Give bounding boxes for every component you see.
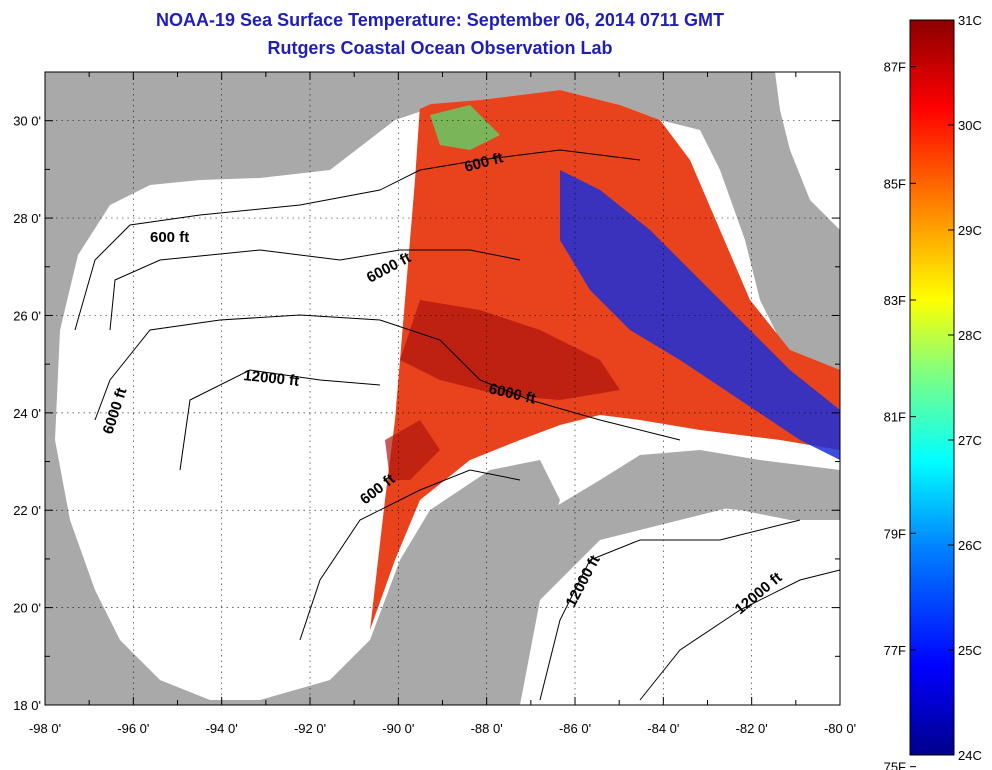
x-tick-label: -94 0'	[206, 721, 238, 736]
y-tick-label: 24 0'	[13, 406, 41, 421]
map-subtitle: Rutgers Coastal Ocean Observation Lab	[267, 38, 613, 58]
x-tick-label: -82 0'	[736, 721, 768, 736]
sst-cool-band	[560, 170, 840, 460]
sst-hot-patch	[400, 300, 620, 400]
x-tick-label: -84 0'	[647, 721, 679, 736]
sst-hot-patch-south	[385, 420, 440, 480]
colorbar-fahrenheit-labels: 87F 85F 83F 81F 79F 77F 75F	[884, 60, 906, 770]
graticule	[45, 72, 840, 705]
bathymetry-contours	[74, 149, 840, 701]
colorbar-fahrenheit-label: 77F	[884, 643, 906, 658]
x-axis-labels: -98 0' -96 0' -94 0' -92 0' -90 0' -88 0' -86 …	[29, 721, 856, 736]
x-tick-label: -96 0'	[117, 721, 149, 736]
sst-green-band	[430, 105, 500, 150]
colorbar	[909, 19, 955, 756]
caribbean-ocean-area	[520, 500, 840, 705]
colorbar-celsius-label: 28C	[958, 328, 982, 343]
colorbar-celsius-label: 31C	[958, 13, 982, 28]
axis-ticks	[44, 71, 841, 706]
colorbar-celsius-labels: 31C 30C 29C 28C 27C 26C 25C 24C	[958, 13, 982, 763]
sst-swath-warm	[370, 90, 840, 630]
colorbar-celsius-label: 29C	[958, 223, 982, 238]
colorbar-celsius-label: 26C	[958, 538, 982, 553]
colorbar-celsius-label: 25C	[958, 643, 982, 658]
y-axis-labels: 30 0' 28 0' 26 0' 24 0' 22 0' 20 0' 18 0'	[13, 114, 41, 713]
x-tick-label: -92 0'	[294, 721, 326, 736]
x-tick-label: -98 0'	[29, 721, 61, 736]
colorbar-fahrenheit-label: 83F	[884, 293, 906, 308]
colorbar-fahrenheit-label: 79F	[884, 526, 906, 541]
colorbar-fahrenheit-label: 87F	[884, 60, 906, 75]
colorbar-fahrenheit-label: 85F	[884, 176, 906, 191]
contour-label: 600 ft	[150, 229, 189, 246]
y-tick-label: 18 0'	[13, 698, 41, 713]
y-tick-label: 26 0'	[13, 308, 41, 323]
colorbar-ticks	[910, 19, 954, 768]
x-tick-label: -80 0'	[824, 721, 856, 736]
colorbar-celsius-label: 30C	[958, 118, 982, 133]
y-tick-label: 28 0'	[13, 211, 41, 226]
map-title: NOAA-19 Sea Surface Temperature: Septemb…	[156, 10, 724, 30]
y-tick-label: 22 0'	[13, 503, 41, 518]
contour-label: 12000 ft	[243, 367, 300, 390]
cuba-landmass	[590, 460, 840, 520]
colorbar-fahrenheit-label: 81F	[884, 410, 906, 425]
x-tick-label: -90 0'	[382, 721, 414, 736]
atlantic-ocean-area	[775, 72, 840, 230]
y-tick-label: 30 0'	[13, 114, 41, 129]
colorbar-celsius-label: 24C	[958, 748, 982, 763]
x-tick-label: -88 0'	[471, 721, 503, 736]
y-tick-label: 20 0'	[13, 601, 41, 616]
us-coast-landmass	[45, 72, 700, 340]
x-tick-label: -86 0'	[559, 721, 591, 736]
colorbar-fahrenheit-label: 75F	[884, 760, 906, 770]
yucatan-landmass	[330, 460, 560, 705]
colorbar-celsius-label: 27C	[958, 433, 982, 448]
